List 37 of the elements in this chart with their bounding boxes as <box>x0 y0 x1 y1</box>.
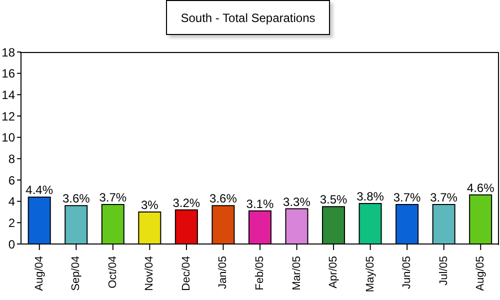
data-label: 3.8% <box>356 189 384 204</box>
data-label: 3% <box>140 198 159 212</box>
x-tick-label: Mar/05 <box>290 256 303 290</box>
y-tick-label: 4 <box>8 194 16 209</box>
data-label: 3.7% <box>430 190 458 205</box>
x-tick-label: May/05 <box>364 256 376 292</box>
y-tick-label: 6 <box>8 173 16 188</box>
x-tick-label: Feb/05 <box>254 256 266 290</box>
x-tick-label: Jan/05 <box>217 256 230 290</box>
data-label: 3.5% <box>320 192 348 207</box>
y-tick-label: 8 <box>8 152 16 166</box>
data-label: 3.3% <box>283 194 311 209</box>
data-label: 3.7% <box>99 190 127 205</box>
x-tick-label: Jun/05 <box>401 256 414 290</box>
data-label: 4.4% <box>26 183 54 198</box>
data-label: 4.6% <box>466 180 495 195</box>
y-tick-label: 0 <box>8 237 16 252</box>
x-tick-label: Aug/04 <box>33 256 46 291</box>
x-tick-label: Apr/05 <box>328 256 340 288</box>
y-tick-label: 2 <box>8 216 16 230</box>
x-tick-label: Dec/04 <box>180 256 192 291</box>
chart-title: South - Total Separations <box>166 0 330 35</box>
x-tick-label: Sep/04 <box>70 256 82 291</box>
y-tick-label: 16 <box>2 66 16 81</box>
y-tick-label: 18 <box>2 45 16 60</box>
x-tick-label: Jul/05 <box>438 256 450 286</box>
x-tick-label: Nov/04 <box>144 256 156 291</box>
data-label: 3.1% <box>246 196 274 211</box>
y-tick-label: 14 <box>2 88 16 102</box>
data-label: 3.7% <box>393 190 422 205</box>
data-label: 3.2% <box>172 196 200 210</box>
y-tick-label: 12 <box>2 109 16 124</box>
x-tick-label: Oct/04 <box>106 256 119 288</box>
data-label: 3.6% <box>62 192 90 206</box>
x-tick-label: Aug/05 <box>474 256 487 291</box>
y-tick-label: 10 <box>2 130 16 145</box>
data-label: 3.6% <box>210 192 238 206</box>
